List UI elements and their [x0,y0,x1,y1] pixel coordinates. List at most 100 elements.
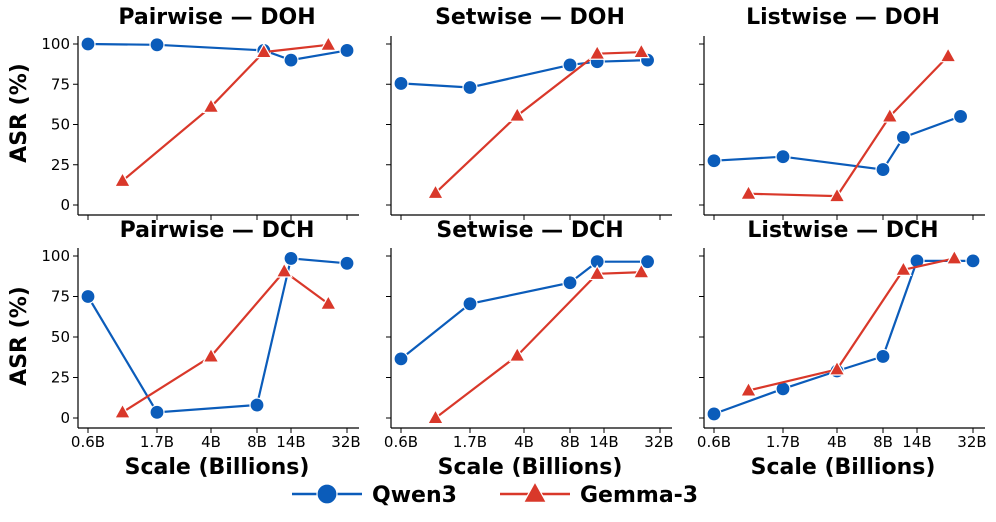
panel-4: Pairwise — DCH 0 25 50 75 100 0.6B 1.7B 4B 8B 14B 3… [41,218,360,451]
x-axis-label-col-2: Scale (Billions) [438,455,623,480]
series-line-qwen3 [400,260,648,360]
data-point-gemma-3 [113,171,132,188]
data-point-gemma-3 [319,294,337,310]
legend-item-qwen3: Qwen3 [292,483,457,508]
data-point-gemma-3 [426,408,445,425]
x-tick-label: 32B [644,433,673,451]
data-point-gemma-3 [202,97,220,113]
x-tick-label: 0.6B [697,433,731,451]
x-tick-label: 8B [247,433,267,451]
legend-marker [522,480,548,503]
x-tick-label: 14B [276,433,305,451]
series-line-gemma-3 [121,269,329,414]
data-point-qwen3 [562,275,578,291]
x-tick-label: 4B [201,433,221,451]
x-tick-label: 14B [902,433,931,451]
data-point-qwen3 [149,37,165,53]
panel-5: Setwise — DCH 0.6B 1.7B 4B 8B 14B 32B [384,218,674,451]
x-tick-label: 4B [514,433,534,451]
data-point-qwen3 [339,255,355,271]
panel-title: Setwise — DCH [436,218,623,243]
data-point-gemma-3 [113,403,132,419]
y-axis-label-bottom: ASR (%) [7,286,32,386]
data-point-gemma-3 [894,260,913,276]
y-tick-label: 50 [51,328,70,346]
panel-title: Setwise — DOH [435,5,625,30]
panel-3: Listwise — DOH [699,5,985,220]
x-tick-label: 32B [331,433,360,451]
data-point-gemma-3 [588,264,606,281]
data-point-qwen3 [875,161,891,178]
data-point-gemma-3 [828,186,846,203]
data-point-qwen3 [80,36,96,52]
y-tick-label: 0 [60,409,70,427]
series-line-gemma-3 [434,51,642,194]
data-point-gemma-3 [632,262,650,279]
data-point-gemma-3 [319,35,337,52]
data-point-qwen3 [706,406,722,422]
data-point-qwen3 [80,288,96,305]
data-point-qwen3 [965,253,981,269]
data-point-qwen3 [875,348,891,365]
y-tick-label: 25 [51,156,70,174]
panel-title: Listwise — DCH [747,218,938,243]
panel-title: Pairwise — DOH [118,5,315,30]
x-tick-label: 0.6B [384,433,418,451]
data-point-qwen3 [393,75,409,92]
data-point-qwen3 [775,149,791,165]
data-point-qwen3 [895,129,912,145]
data-point-qwen3 [393,351,409,367]
panel-6: Listwise — DCH 0.6B 1.7B 4B 8B 14B 32B [697,218,987,451]
legend-label: Qwen3 [372,483,457,508]
y-tick-label: 100 [41,35,70,53]
panels-group: Pairwise — DOH 0 25 50 75 100 Setwise — DOH Lis… [41,5,986,451]
x-tick-label: 1.7B [140,433,174,451]
y-tick-label: 100 [41,247,70,265]
data-point-qwen3 [283,250,299,267]
data-point-qwen3 [639,254,656,270]
panel-title: Pairwise — DCH [120,218,315,243]
series-line-qwen3 [713,259,973,415]
x-tick-label: 8B [873,433,893,451]
legend: Qwen3 Gemma-3 [292,480,698,508]
series-line-qwen3 [713,115,961,171]
data-point-qwen3 [462,296,478,312]
data-point-qwen3 [283,52,299,68]
data-point-gemma-3 [939,46,957,63]
panel-title: Listwise — DOH [746,5,940,30]
y-tick-label: 25 [51,369,70,387]
data-point-gemma-3 [275,262,293,278]
x-tick-label: 14B [589,433,618,451]
y-tick-label: 75 [51,288,70,306]
data-point-gemma-3 [202,347,220,363]
legend-label: Gemma-3 [580,483,698,508]
series-line-gemma-3 [121,43,329,182]
data-point-gemma-3 [881,107,899,123]
data-point-gemma-3 [426,183,445,200]
data-point-gemma-3 [739,381,758,397]
x-tick-label: 0.6B [71,433,105,451]
data-point-gemma-3 [828,360,846,376]
panel-2: Setwise — DOH [386,5,672,220]
series-line-gemma-3 [748,55,949,198]
x-tick-label: 32B [957,433,986,451]
data-point-qwen3 [562,57,578,73]
data-point-gemma-3 [508,346,526,362]
data-point-gemma-3 [945,249,963,265]
x-tick-label: 1.7B [766,433,800,451]
x-axis-label-col-1: Scale (Billions) [125,455,310,480]
data-point-qwen3 [249,397,265,413]
data-point-gemma-3 [588,44,606,60]
data-point-gemma-3 [739,184,758,200]
x-tick-label: 8B [560,433,580,451]
y-tick-label: 75 [51,75,70,93]
series-line-qwen3 [400,59,648,89]
data-point-gemma-3 [255,42,273,59]
y-tick-label: 50 [51,116,70,134]
series-line-gemma-3 [434,271,642,419]
y-tick-label: 0 [60,196,70,214]
data-point-gemma-3 [508,106,526,122]
x-tick-label: 4B [827,433,847,451]
legend-item-gemma-3: Gemma-3 [500,480,698,508]
